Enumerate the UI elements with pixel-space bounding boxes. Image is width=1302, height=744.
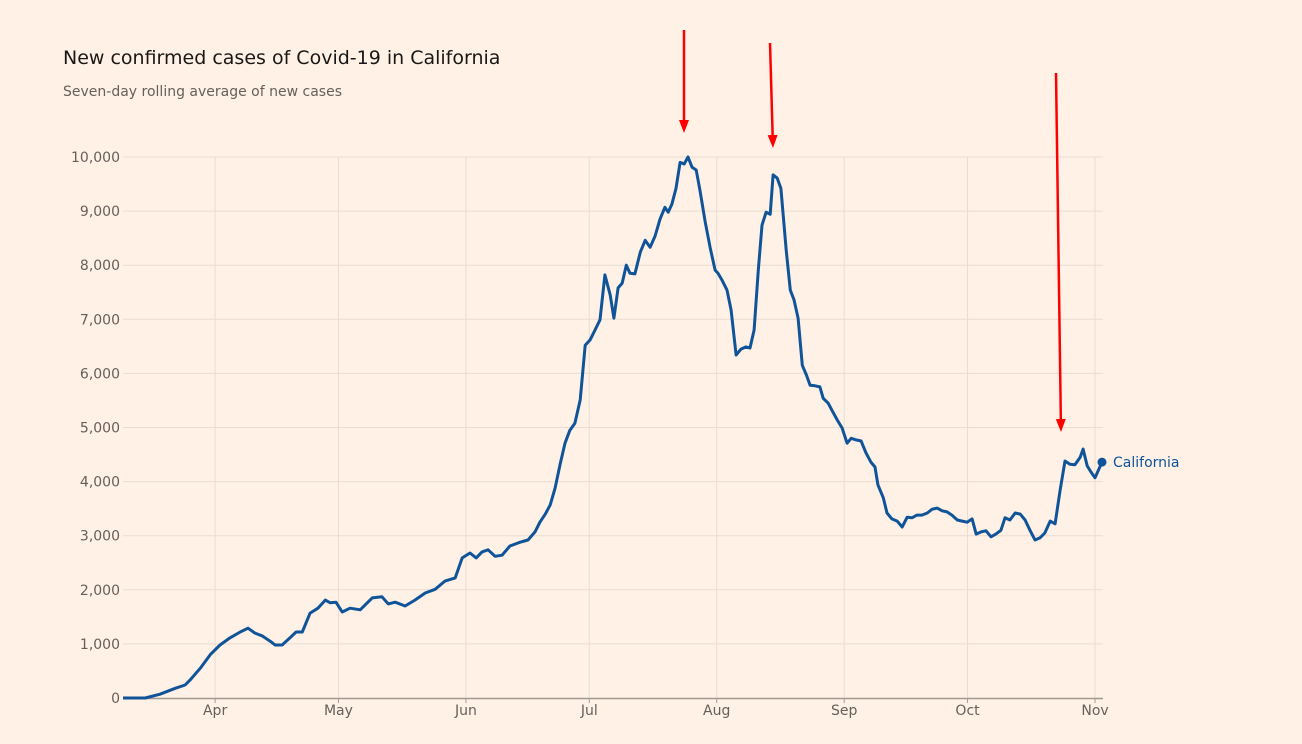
chart-title: New confirmed cases of Covid-19 in Calif…	[63, 47, 501, 69]
x-tick-label: Nov	[1081, 703, 1108, 719]
red-arrow-head-icon	[1055, 418, 1066, 432]
red-arrow-head-icon	[767, 134, 778, 148]
grid-lines	[123, 156, 1103, 698]
series-label: California	[1113, 455, 1179, 471]
x-tick-label: May	[324, 703, 353, 719]
y-tick-label: 2,000	[80, 583, 120, 599]
x-tick-label: Sep	[831, 703, 858, 719]
y-axis-ticks: 0 1,000 2,000 3,000 4,000 5,000 6,000 7,000 8,00…	[71, 150, 120, 707]
y-tick-label: 1,000	[80, 637, 120, 653]
red-arrow-head-icon	[679, 120, 689, 133]
y-tick-label: 3,000	[80, 529, 120, 545]
chart-subtitle: Seven-day rolling average of new cases	[63, 84, 342, 100]
x-tick-label: Aug	[703, 703, 730, 719]
x-axis-ticks: Apr May Jun Jul Aug Sep Oct Nov	[203, 698, 1109, 719]
red-arrow-shaft	[1054, 72, 1063, 420]
y-tick-label: 0	[111, 691, 120, 707]
y-tick-label: 9,000	[80, 204, 120, 220]
y-tick-label: 8,000	[80, 258, 120, 274]
y-tick-label: 7,000	[80, 312, 120, 328]
y-tick-label: 10,000	[71, 150, 120, 166]
x-tick-label: Jul	[580, 703, 598, 719]
x-tick-label: Apr	[203, 703, 227, 719]
y-tick-label: 6,000	[80, 366, 120, 382]
y-tick-label: 4,000	[80, 475, 120, 491]
series-end-marker	[1097, 457, 1107, 467]
annotation-arrows	[679, 30, 1066, 432]
x-tick-label: Jun	[454, 703, 477, 719]
series-layer: California	[123, 155, 1179, 700]
x-tick-label: Oct	[955, 703, 980, 719]
series-line-california	[123, 155, 1104, 700]
y-tick-label: 5,000	[80, 421, 120, 437]
red-arrow-shaft	[768, 42, 774, 136]
